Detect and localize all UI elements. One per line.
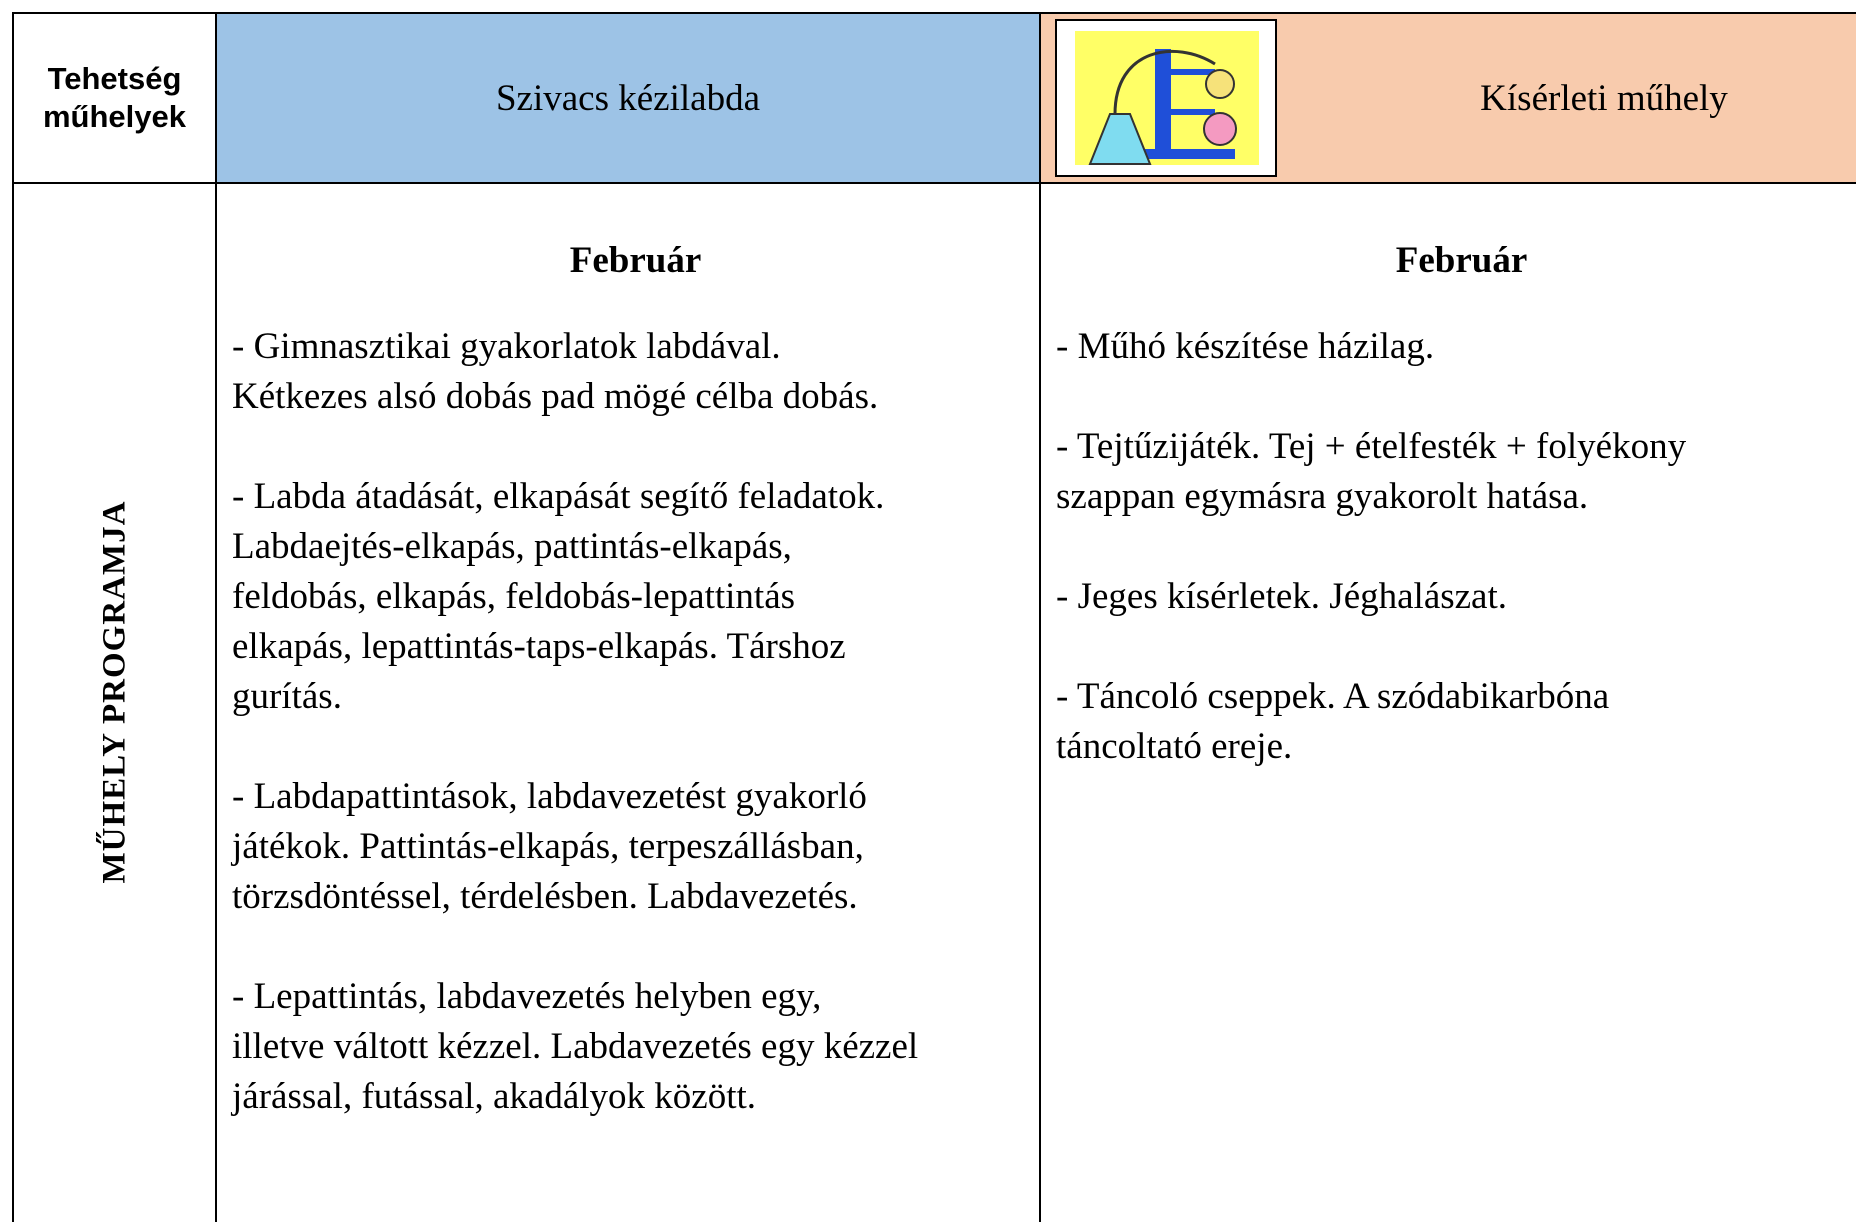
- text-line: szappan egymásra gyakorolt hatása.: [1056, 476, 1589, 517]
- text-line: Kétkezes alsó dobás pad mögé célba dobás…: [232, 376, 879, 417]
- program-item: - Tejtűzijáték. Tej + ételfesték + folyé…: [1056, 422, 1856, 522]
- text-line: feldobás, elkapás, feldobás-lepattintás: [232, 576, 796, 617]
- row-label: MŰHELY PROGRAMJA: [96, 500, 132, 884]
- text-line: - Tejtűzijáték. Tej + ételfesték + folyé…: [1056, 426, 1687, 467]
- column-header: Kísérleti műhely: [1039, 12, 1856, 184]
- column-title: Kísérleti műhely: [1480, 77, 1728, 119]
- program-item: - Lepattintás, labdavezetés helyben egy,…: [232, 972, 1039, 1122]
- text-line: elkapás, lepattintás-taps-elkapás. Társh…: [232, 626, 846, 667]
- program-item: - Gimnasztikai gyakorlatok labdával. Kétk…: [232, 322, 1039, 422]
- month-heading: Február: [1395, 240, 1528, 281]
- text-line: - Gimnasztikai gyakorlatok labdával.: [232, 326, 781, 367]
- text-line: táncoltató ereje.: [1056, 726, 1293, 767]
- program-cell: Február - Gimnasztikai gyakorlatok labdáv…: [215, 182, 1041, 1222]
- program-cell: Február - Műhó készítése házilag. - Tejtűz…: [1039, 182, 1856, 1222]
- row-label-cell: MŰHELY PROGRAMJA: [12, 182, 217, 1222]
- text-line: - Műhó készítése házilag.: [1056, 326, 1435, 367]
- program-item: - Műhó készítése házilag.: [1056, 322, 1856, 372]
- program-item: - Labdapattintások, labdavezetést gyakor…: [232, 772, 1039, 922]
- text-line: - Labdapattintások, labdavezetést gyakor…: [232, 776, 867, 817]
- text-line: - Lepattintás, labdavezetés helyben egy,: [232, 976, 822, 1017]
- column-header: Szivacs kézilabda: [215, 12, 1041, 184]
- program-item: - Labda átadását, elkapását segítő felad…: [232, 472, 1039, 722]
- text-line: járással, futással, akadályok között.: [232, 1076, 756, 1117]
- text-line: törzsdöntéssel, térdelésben. Labdavezeté…: [232, 876, 858, 917]
- text-line: - Jeges kísérletek. Jéghalászat.: [1056, 576, 1508, 617]
- program-item: - Táncoló cseppek. A szódabikarbóna tánco…: [1056, 672, 1856, 772]
- text-line: - Táncoló cseppek. A szódabikarbóna: [1056, 676, 1610, 717]
- text-line: illetve váltott kézzel. Labdavezetés egy…: [232, 1026, 919, 1067]
- program-item: - Jeges kísérletek. Jéghalászat.: [1056, 572, 1856, 622]
- corner-text: Tehetség műhelyek: [42, 61, 186, 134]
- text-line: gurítás.: [232, 676, 342, 717]
- text-line: játékok. Pattintás-elkapás, terpeszállás…: [232, 826, 864, 867]
- text-line: Labdaejtés-elkapás, pattintás-elkapás,: [232, 526, 792, 567]
- text-line: - Labda átadását, elkapását segítő felad…: [232, 476, 885, 517]
- column-title: Szivacs kézilabda: [495, 77, 761, 119]
- corner-header: Tehetség műhelyek: [12, 12, 217, 184]
- flask-icon: [1055, 19, 1277, 177]
- month-heading: Február: [569, 240, 702, 281]
